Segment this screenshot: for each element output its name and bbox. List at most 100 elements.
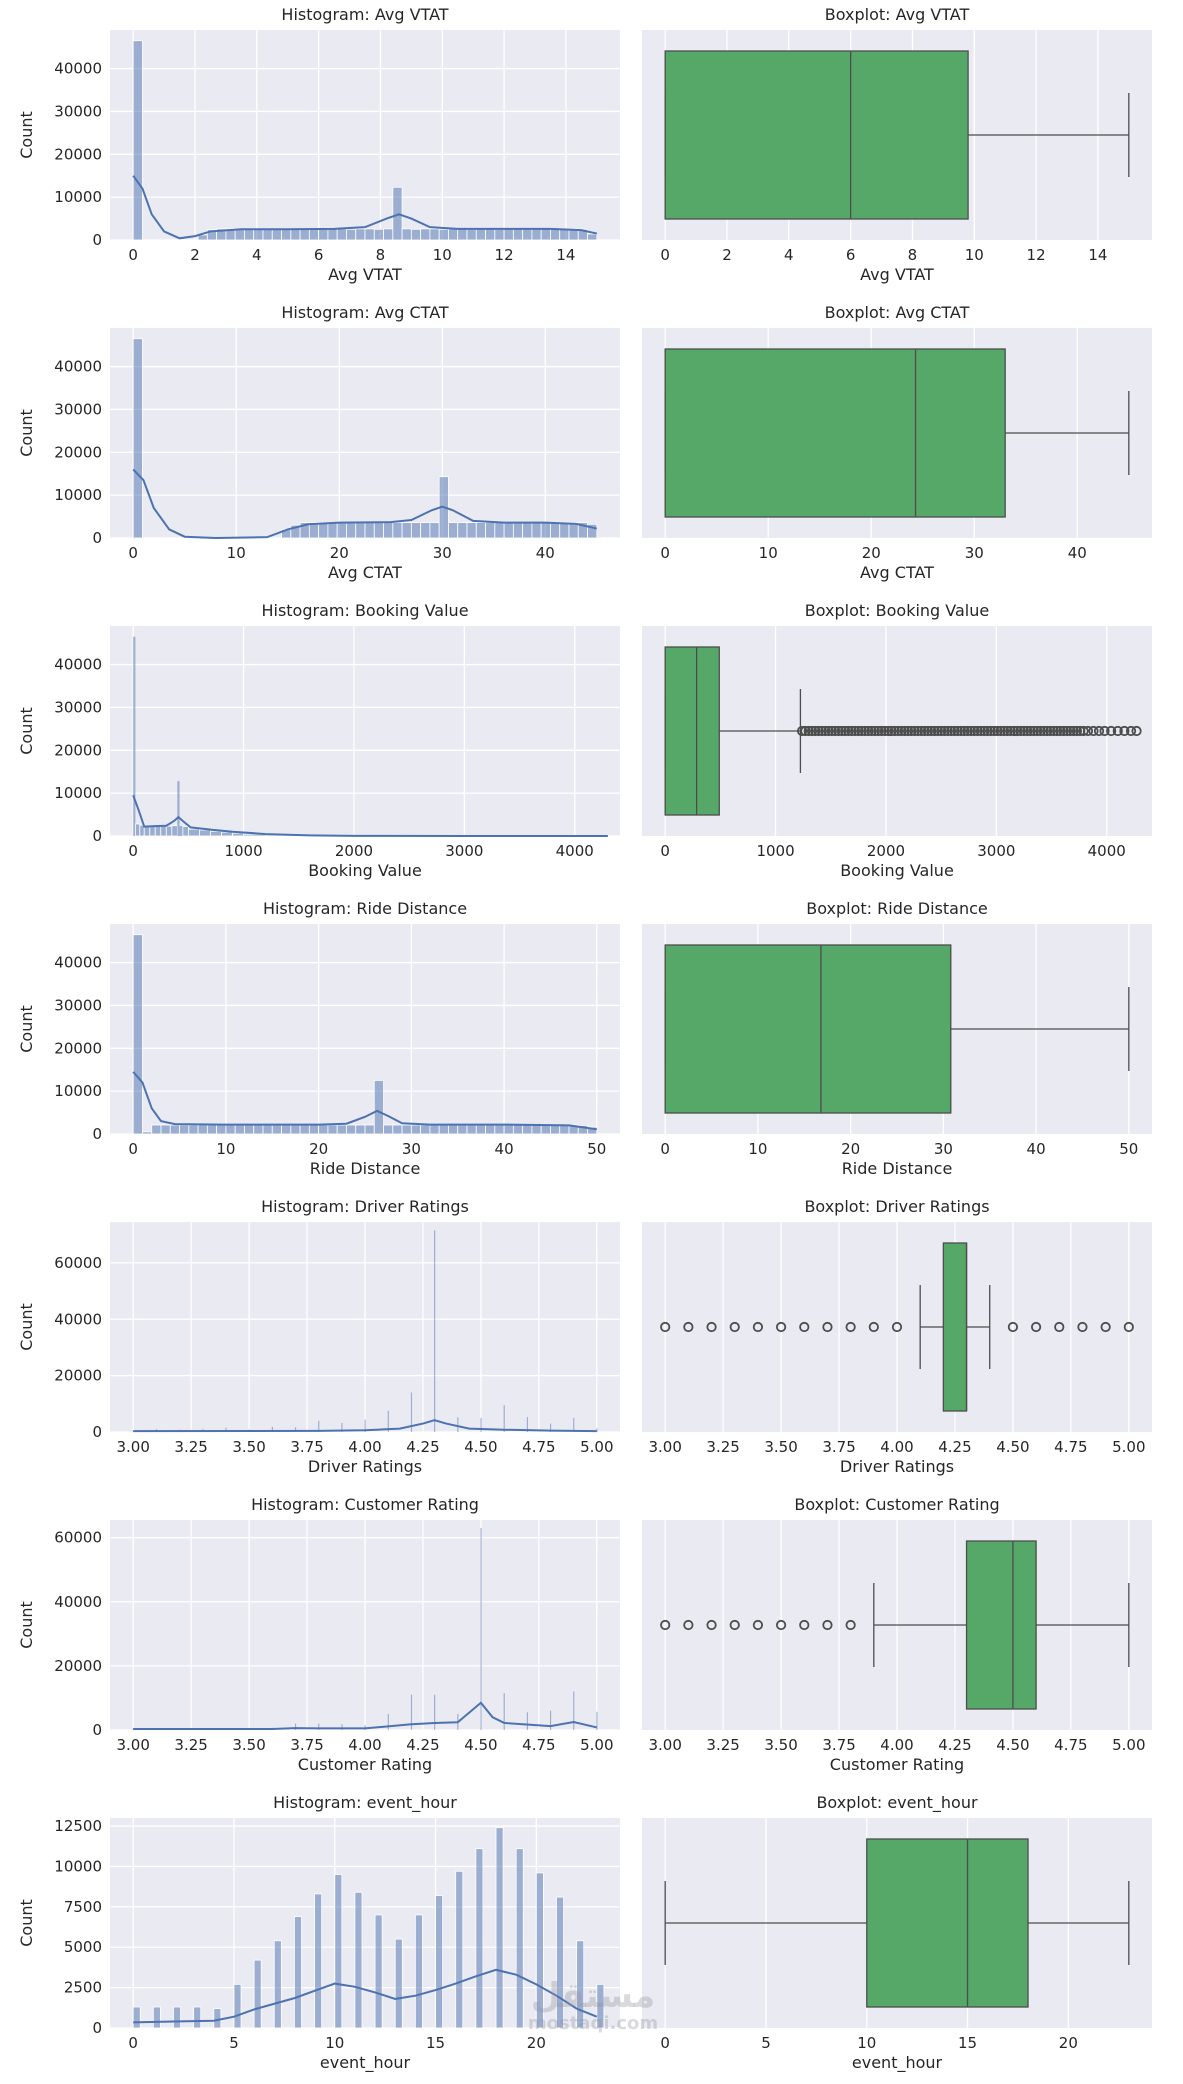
- histogram-bar: [429, 522, 440, 539]
- outlier-point: [1093, 725, 1105, 737]
- histogram-bar: [364, 228, 375, 241]
- histogram-bar: [149, 825, 156, 837]
- outlier-point: [891, 1321, 903, 1333]
- x-tick-label: 8: [908, 246, 918, 264]
- x-tick-label: 0: [128, 246, 138, 264]
- histogram-bar: [179, 1124, 190, 1135]
- histogram-bar: [373, 522, 384, 539]
- histogram-bar: [531, 522, 542, 539]
- outlier-point: [1022, 725, 1033, 737]
- outlier-point: [1078, 725, 1089, 737]
- x-tick-label: 50: [1119, 1140, 1138, 1158]
- kde-line: [133, 1701, 598, 1731]
- y-axis-label: Count: [17, 1303, 36, 1351]
- box-iqr: [664, 646, 720, 816]
- histogram-bar: [401, 1124, 412, 1135]
- y-tick-label: 60000: [54, 1529, 102, 1547]
- x-tick-label: 3.25: [706, 1736, 739, 1754]
- histogram-bar: [503, 228, 514, 241]
- x-tick-label: 4.25: [938, 1438, 971, 1456]
- histogram-bar: [392, 1124, 403, 1135]
- outlier-point: [822, 1619, 833, 1631]
- x-tick-label: 3.50: [232, 1736, 265, 1754]
- x-axis-label: Booking Value: [308, 861, 422, 880]
- histogram-bar: [503, 1405, 505, 1432]
- histogram-bar: [336, 228, 347, 241]
- outlier-point: [1012, 725, 1023, 737]
- histogram-bar: [294, 1723, 297, 1730]
- histogram-bar: [336, 1124, 347, 1135]
- x-tick-label: 4: [784, 246, 794, 264]
- outlier-point: [998, 725, 1010, 737]
- y-tick-label: 20000: [54, 443, 102, 461]
- y-tick-label: 40000: [54, 358, 102, 376]
- histogram-bar: [475, 228, 486, 241]
- histogram-bar: [522, 228, 533, 241]
- x-tick-label: 5.00: [1112, 1438, 1145, 1456]
- histogram-bar: [401, 522, 412, 539]
- histogram-bar: [448, 228, 459, 241]
- histogram-bar: [225, 1427, 227, 1432]
- histogram-bar: [485, 1124, 496, 1135]
- histogram-bar: [221, 831, 233, 837]
- x-tick-label: 3000: [977, 842, 1015, 860]
- outlier-point: [926, 725, 937, 737]
- y-tick-label: 20000: [54, 1657, 102, 1675]
- x-tick-label: 10: [325, 2034, 344, 2052]
- histogram-bar: [234, 228, 245, 241]
- histogram-bar: [480, 1528, 482, 1730]
- y-axis-label: Count: [17, 1601, 36, 1649]
- x-tick-label: 1000: [756, 842, 794, 860]
- y-tick-label: 10000: [54, 1082, 102, 1100]
- x-tick-label: 3.75: [290, 1438, 323, 1456]
- watermark-logo: مستقل: [530, 1976, 656, 2016]
- histogram-bar: [596, 1428, 598, 1432]
- y-tick-label: 30000: [54, 400, 102, 418]
- outlier-point: [845, 1619, 856, 1631]
- histogram-bar: [410, 1694, 413, 1730]
- histogram-bar: [466, 522, 477, 539]
- histogram-bar: [420, 522, 431, 539]
- histogram-bar: [383, 1124, 394, 1135]
- outlier-point: [1119, 725, 1130, 737]
- histogram-bar: [540, 1124, 551, 1135]
- outlier-point: [660, 1321, 671, 1333]
- outlier-point: [1082, 725, 1094, 737]
- y-tick-label: 20000: [54, 741, 102, 759]
- histogram-bar: [401, 228, 412, 241]
- x-tick-label: 5.00: [580, 1438, 613, 1456]
- histogram-bar: [165, 825, 173, 837]
- x-tick-label: 0: [660, 2034, 670, 2052]
- histogram-bar: [420, 228, 431, 241]
- outlier-point: [856, 725, 867, 737]
- x-axis-label: Ride Distance: [842, 1159, 953, 1178]
- y-tick-label: 0: [92, 1423, 102, 1441]
- histogram-bar: [420, 1124, 431, 1135]
- histogram-bar: [438, 228, 449, 241]
- outlier-point: [992, 725, 1003, 737]
- x-tick-label: 4.25: [406, 1736, 439, 1754]
- x-tick-label: 0: [660, 544, 670, 562]
- y-tick-label: 0: [92, 2019, 102, 2037]
- outlier-point: [1112, 725, 1123, 737]
- x-tick-label: 6: [314, 246, 324, 264]
- histogram-bar: [210, 830, 222, 837]
- outlier-point: [1058, 725, 1069, 737]
- histogram-bar: [383, 522, 394, 539]
- outlier-point: [1077, 1321, 1088, 1333]
- histogram-bar: [549, 1710, 552, 1730]
- histogram-bar: [308, 1124, 320, 1135]
- outlier-point: [975, 725, 987, 737]
- y-tick-label: 40000: [54, 60, 102, 78]
- x-tick-label: 15: [958, 2034, 977, 2052]
- box-iqr: [664, 944, 952, 1114]
- outlier-point: [849, 725, 861, 737]
- histogram-bar: [387, 1713, 389, 1730]
- outlier-point: [879, 725, 890, 737]
- y-tick-label: 40000: [54, 1593, 102, 1611]
- histogram-bar: [253, 1959, 262, 2029]
- watermark-text: mostaqi.com: [527, 2013, 659, 2034]
- x-tick-label: 0: [660, 246, 670, 264]
- outlier-point: [833, 725, 844, 737]
- histogram-bar: [429, 1124, 440, 1135]
